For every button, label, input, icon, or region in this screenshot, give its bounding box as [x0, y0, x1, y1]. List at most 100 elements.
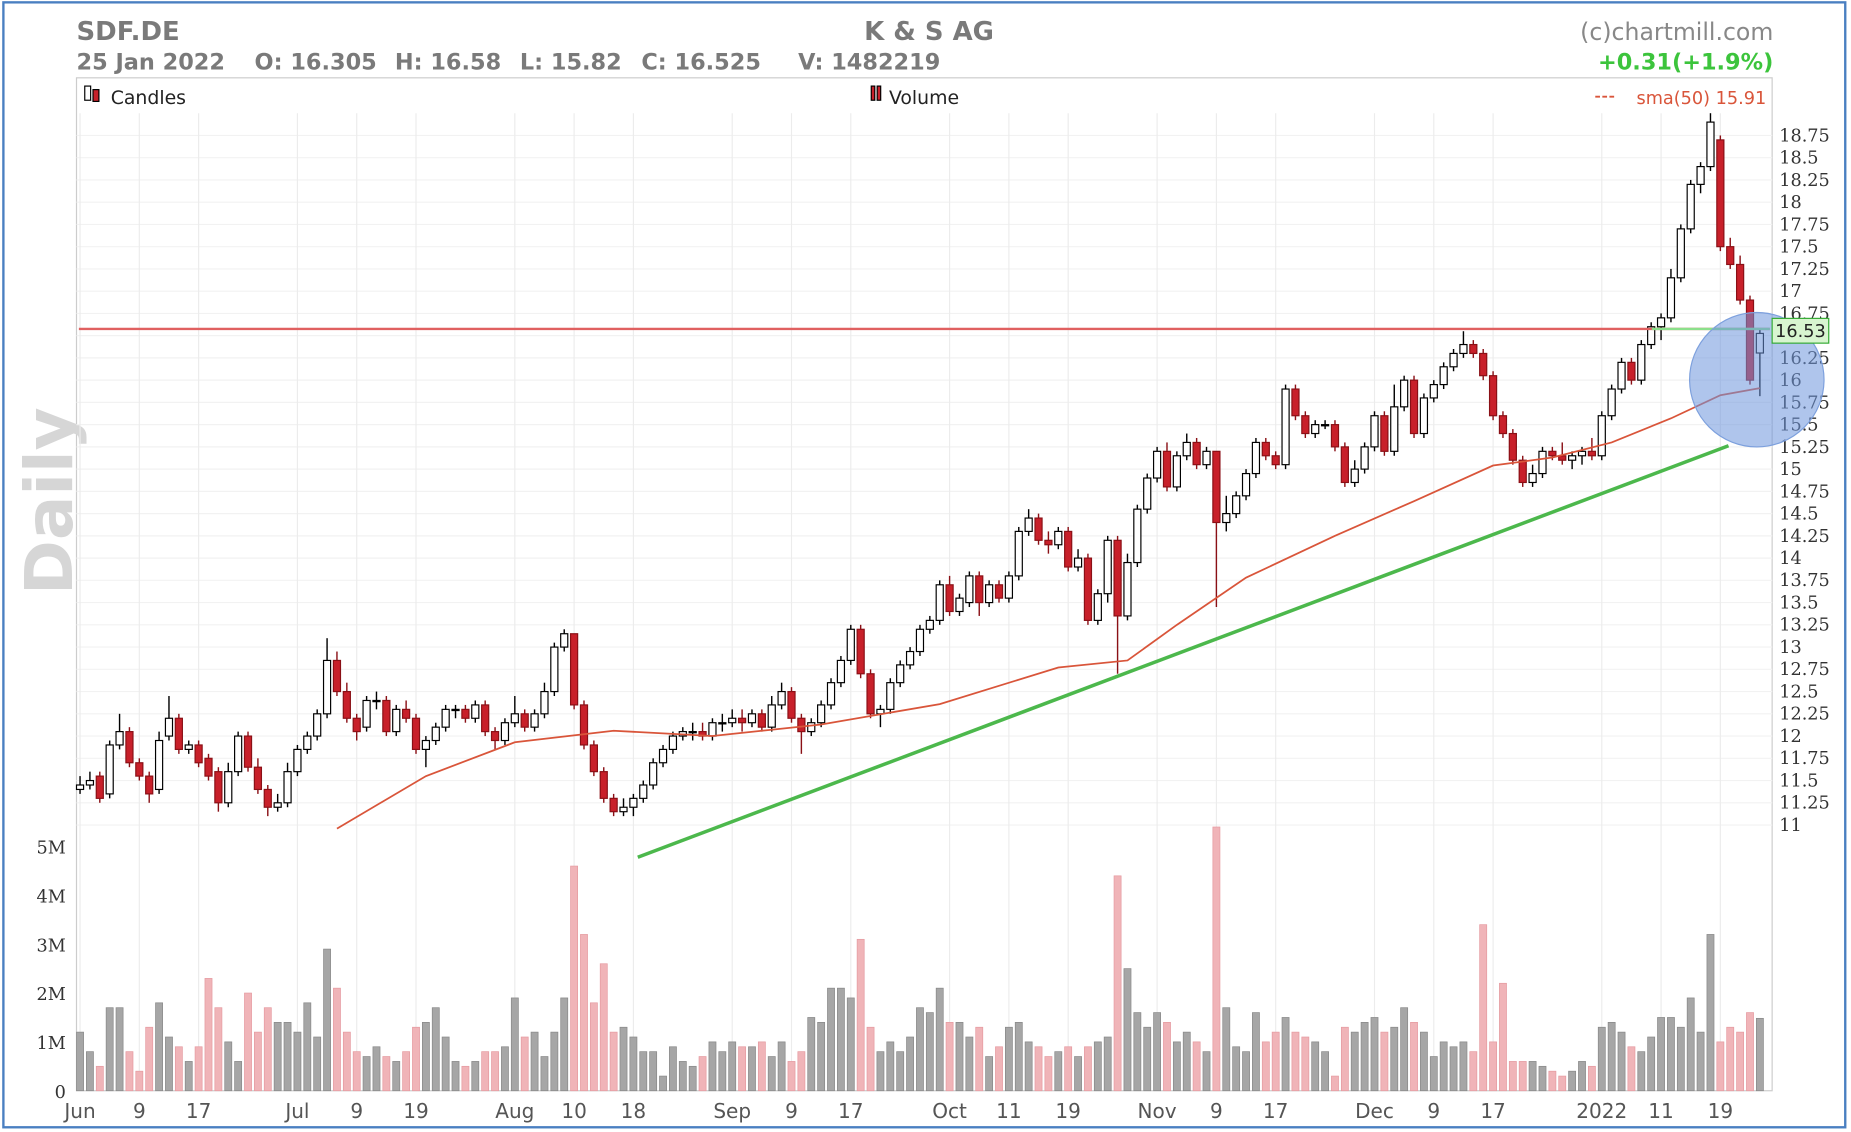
- candle-body: [945, 584, 954, 613]
- volume-bar: [155, 1002, 163, 1092]
- volume-bar: [461, 1065, 470, 1092]
- volume-bar: [323, 948, 331, 1092]
- candle-body: [332, 659, 342, 693]
- volume-bar: [501, 1046, 509, 1092]
- volume-bar: [1499, 982, 1507, 1092]
- y-tick-label: 12.75: [1779, 660, 1830, 680]
- y-tick-label: 13: [1779, 638, 1802, 658]
- source: (c)chartmill.com: [1580, 18, 1773, 46]
- volume-bar: [1686, 997, 1695, 1092]
- candle-body: [243, 735, 253, 768]
- volume-bar: [1617, 1031, 1626, 1092]
- candle-body: [1083, 557, 1093, 621]
- volume-bar: [1568, 1070, 1577, 1092]
- candle-body: [1597, 415, 1606, 457]
- volume-bar: [451, 1061, 460, 1092]
- volume-bar: [382, 1056, 391, 1092]
- candle-body: [1479, 352, 1488, 377]
- candle-body: [737, 717, 747, 724]
- x-tick-label: Jun: [62, 1099, 95, 1123]
- y-tick-label: 14.5: [1779, 505, 1818, 525]
- volume-bar: [975, 1026, 984, 1092]
- candle-body: [935, 584, 944, 621]
- candle-body: [204, 757, 213, 777]
- y-tick-label: 13.75: [1779, 571, 1830, 591]
- volume-bar: [105, 1007, 114, 1092]
- volume-bar: [550, 1031, 559, 1092]
- volume-bar: [1360, 1022, 1369, 1092]
- volume-bar: [1024, 1041, 1033, 1092]
- candle-body: [1726, 246, 1735, 266]
- volume-bar: [787, 1061, 796, 1092]
- volume-bar: [1261, 1041, 1270, 1092]
- volume-bar: [431, 1007, 440, 1092]
- candle-body: [579, 704, 589, 746]
- candle-body: [846, 628, 855, 662]
- volume-bar: [896, 1051, 905, 1092]
- candle-body: [1301, 415, 1310, 435]
- candle-body: [1716, 139, 1725, 248]
- candle-body: [490, 731, 500, 742]
- x-tick-label: 9: [350, 1099, 363, 1123]
- volume-tick-label: 3M: [37, 936, 66, 956]
- volume-bar: [244, 992, 252, 1092]
- candle-body: [1330, 424, 1340, 448]
- candle-body: [925, 619, 934, 630]
- volume-bar: [1271, 1031, 1280, 1092]
- volume-bar: [1667, 1017, 1675, 1092]
- y-tick-label: 18.5: [1779, 149, 1818, 169]
- volume-bar: [95, 1065, 104, 1092]
- candle-body: [1232, 495, 1241, 515]
- candle-body: [965, 575, 974, 604]
- candle-body: [619, 806, 628, 813]
- volume-bar: [1548, 1070, 1557, 1092]
- volume-bar: [876, 1051, 885, 1092]
- legend-icon: [876, 85, 882, 101]
- volume-bar: [1291, 1031, 1300, 1092]
- volume-bar: [1350, 1031, 1359, 1092]
- candle-body: [1024, 517, 1033, 532]
- volume-bar: [174, 1046, 183, 1092]
- candle-body: [985, 584, 994, 604]
- candle-body: [807, 722, 816, 733]
- volume-bar: [797, 1051, 806, 1092]
- candle-body: [569, 633, 579, 706]
- candle-body: [1607, 388, 1616, 417]
- candle-body: [421, 739, 431, 750]
- volume-bar: [510, 997, 519, 1092]
- x-tick-label: 17: [1263, 1099, 1289, 1123]
- candle-body: [392, 708, 401, 733]
- volume-bar: [352, 1051, 361, 1092]
- candle-body: [1419, 397, 1429, 435]
- x-tick-label: 19: [403, 1099, 429, 1123]
- candle-body: [115, 731, 124, 746]
- volume-bar: [471, 1061, 480, 1092]
- candle-body: [560, 633, 569, 648]
- volume-bar: [1716, 1041, 1725, 1092]
- volume-bar: [866, 1026, 875, 1092]
- close: C: 16.525: [641, 50, 761, 76]
- volume-bar: [728, 1041, 737, 1092]
- volume-bar: [669, 1046, 677, 1092]
- candle-body: [342, 690, 351, 719]
- volume-bar: [86, 1051, 94, 1092]
- volume-bar: [293, 1031, 302, 1092]
- legend-label: Volume: [889, 87, 959, 109]
- period-label: Daily: [11, 407, 88, 595]
- volume-bar: [1252, 1012, 1260, 1092]
- volume-bar: [945, 1022, 954, 1092]
- candle-body: [767, 704, 776, 728]
- candle-body: [1380, 415, 1389, 452]
- candle-body: [797, 717, 806, 733]
- candle-body: [154, 739, 164, 791]
- volume-bar: [1232, 1046, 1241, 1092]
- candle-body: [1143, 477, 1152, 510]
- candle-body: [224, 771, 233, 804]
- candle-body: [718, 722, 727, 725]
- volume-tick-label: 2M: [37, 985, 66, 1005]
- candle-body: [1617, 361, 1626, 390]
- candle-body: [411, 717, 421, 750]
- candle-body: [1113, 539, 1122, 617]
- candle-body: [1647, 326, 1656, 346]
- y-tick-label: 12.25: [1779, 705, 1830, 725]
